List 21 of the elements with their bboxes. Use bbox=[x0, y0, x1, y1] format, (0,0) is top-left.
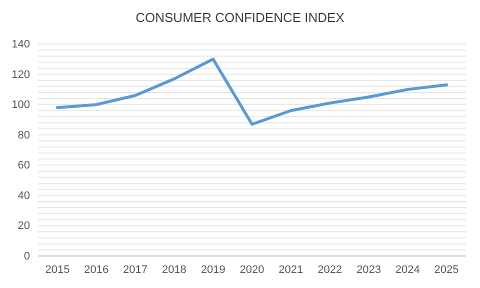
x-tick-label: 2022 bbox=[318, 264, 342, 276]
y-tick-label: 20 bbox=[18, 220, 30, 232]
y-tick-label: 40 bbox=[18, 190, 30, 202]
y-tick-label: 0 bbox=[24, 250, 30, 263]
x-tick-label: 2025 bbox=[434, 264, 459, 276]
chart-title: CONSUMER CONFIDENCE INDEX bbox=[136, 10, 345, 25]
x-tick-label: 2023 bbox=[356, 264, 381, 276]
x-tick-label: 2018 bbox=[162, 264, 186, 276]
y-tick-label: 140 bbox=[12, 38, 30, 51]
x-tick-label: 2019 bbox=[200, 264, 226, 276]
x-tick-label: 2015 bbox=[45, 264, 70, 276]
x-tick-label: 2020 bbox=[240, 264, 264, 276]
y-tick-label: 120 bbox=[12, 68, 30, 81]
y-tick-label: 60 bbox=[18, 160, 30, 172]
x-tick-label: 2016 bbox=[84, 264, 109, 276]
line-series bbox=[56, 58, 448, 126]
x-tick-label: 2017 bbox=[123, 264, 148, 276]
y-tick-label: 100 bbox=[12, 99, 30, 112]
x-tick-label: 2024 bbox=[395, 264, 420, 276]
x-tick-label: 2021 bbox=[278, 264, 304, 276]
y-tick-label: 80 bbox=[18, 129, 30, 142]
